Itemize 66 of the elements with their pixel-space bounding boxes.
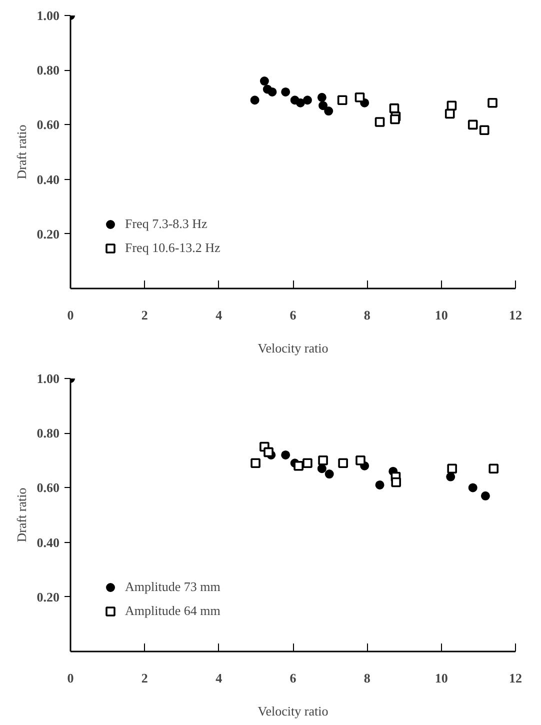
y-tick-label: 0.80 <box>36 426 60 441</box>
x-axis-title: Velocity ratio <box>258 340 328 356</box>
point <box>468 483 478 492</box>
x-tick-label: 0 <box>67 670 74 686</box>
point <box>447 464 457 474</box>
x-tick-label: 10 <box>434 670 448 686</box>
y-tick-label: 0.60 <box>36 480 60 496</box>
point <box>318 101 328 110</box>
y-tick-label: 0.40 <box>36 172 60 187</box>
point <box>480 491 490 500</box>
y-axis-title: Draft ratio <box>14 124 29 180</box>
point <box>250 458 260 468</box>
point <box>468 120 478 130</box>
y-axis-title: Draft ratio <box>14 488 29 542</box>
y-tick-label: 1.00 <box>36 371 60 386</box>
y-tick-label: 0.20 <box>36 226 60 242</box>
x-axis-title: Velocity ratio <box>258 704 328 718</box>
x-tick-label: 2 <box>141 670 148 686</box>
y-tick-label: 0.40 <box>36 534 60 550</box>
x-tick-label: 8 <box>364 670 371 686</box>
point <box>268 87 277 96</box>
x-tick-label: 8 <box>364 308 371 322</box>
legend-label: Freq 7.3-8.3 Hz <box>125 216 208 232</box>
point <box>446 472 456 482</box>
point <box>302 96 312 105</box>
point <box>354 92 365 102</box>
point <box>356 456 366 466</box>
y-tick-label: 0.80 <box>36 62 60 78</box>
y-tick-label: 1.00 <box>36 8 60 23</box>
x-tick-label: 12 <box>509 670 522 686</box>
point <box>296 98 305 108</box>
x-tick-label: 0 <box>67 308 74 322</box>
point <box>390 114 400 124</box>
point <box>281 450 290 460</box>
point <box>391 477 401 488</box>
point <box>338 458 348 468</box>
point <box>324 470 334 479</box>
point <box>488 98 498 108</box>
point <box>488 464 499 474</box>
point <box>302 458 312 468</box>
x-tick-label: 6 <box>290 670 297 686</box>
x-tick-label: 12 <box>509 308 522 322</box>
x-tick-label: 2 <box>141 308 148 322</box>
point <box>479 125 490 136</box>
point <box>337 95 348 106</box>
x-tick-label: 6 <box>290 308 297 322</box>
point <box>264 447 274 458</box>
point <box>317 464 326 474</box>
legend-label: Amplitude 64 mm <box>125 603 220 619</box>
point <box>294 460 304 471</box>
y-tick-label: 0.20 <box>36 589 60 604</box>
point <box>324 106 334 116</box>
point <box>446 100 457 110</box>
point <box>375 480 384 490</box>
x-tick-label: 4 <box>216 670 223 686</box>
point <box>374 117 385 127</box>
legend-label: Freq 10.6-13.2 Hz <box>125 240 220 256</box>
x-tick-label: 10 <box>434 308 448 322</box>
x-tick-label: 4 <box>216 308 223 322</box>
point <box>260 76 269 86</box>
point <box>250 96 260 105</box>
point <box>318 456 328 466</box>
y-tick-label: 0.60 <box>36 117 60 132</box>
legend-label: Amplitude 73 mm <box>125 579 220 595</box>
point <box>317 92 326 102</box>
point <box>281 87 290 96</box>
